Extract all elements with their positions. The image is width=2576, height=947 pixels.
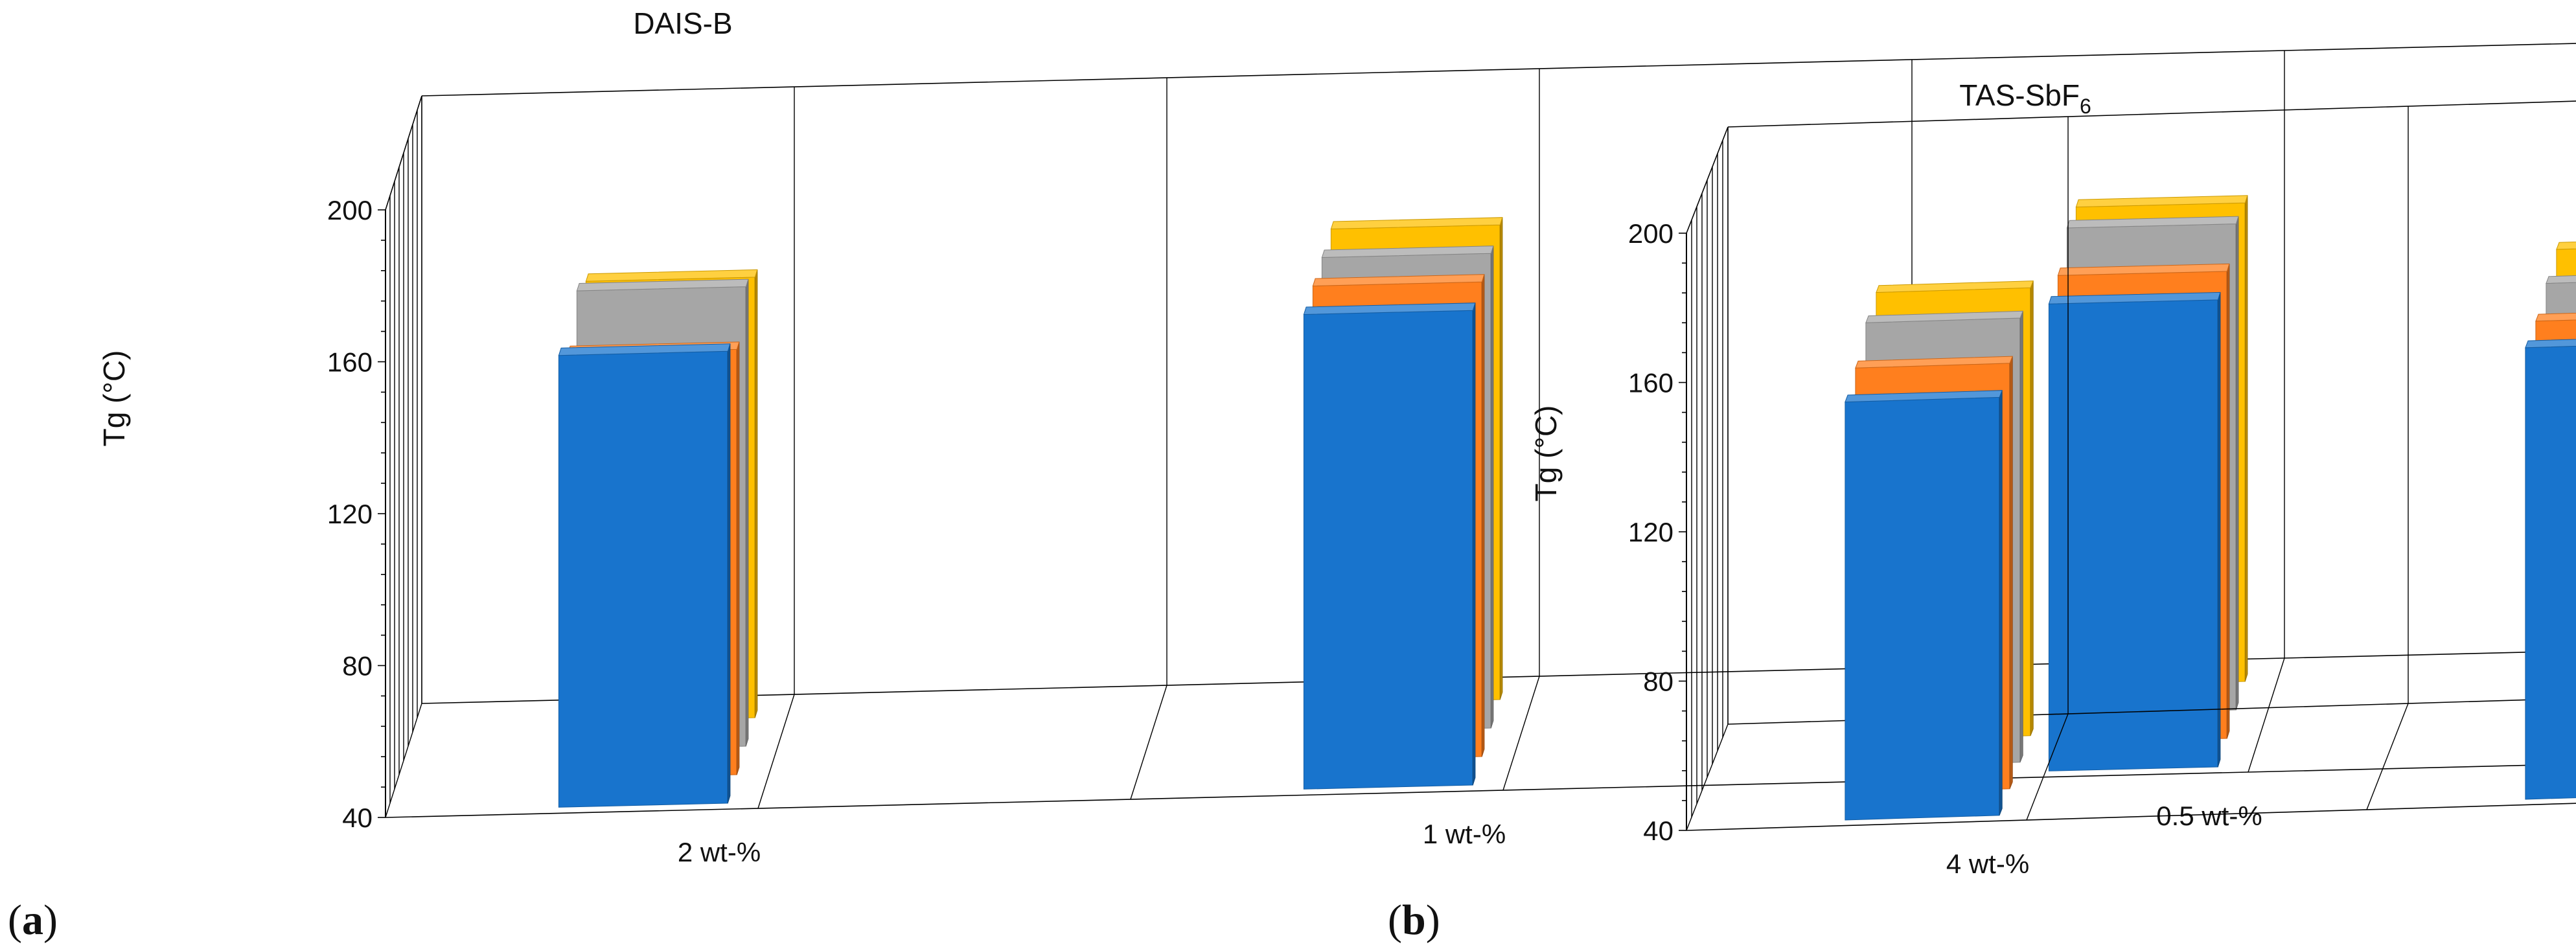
bar-side-face — [1499, 217, 1503, 700]
bar-front-face — [2525, 345, 2576, 800]
bar-top-face — [2057, 263, 2230, 276]
floor-gridline — [1130, 685, 1167, 800]
bar-top-face — [2075, 195, 2248, 208]
bar-top-face — [2048, 291, 2221, 304]
y-axis-label: Tg (°C) — [1529, 405, 1563, 502]
bar-front-face — [558, 350, 728, 808]
y-tick-label: 160 — [327, 347, 373, 378]
bar-top-face — [1845, 390, 2003, 403]
bar-top-face — [1330, 217, 1503, 230]
bar-top-face — [2546, 275, 2576, 284]
y-tick-label: 80 — [1643, 667, 1673, 697]
bar-top-face — [2066, 216, 2239, 229]
bar-side-face — [2030, 280, 2034, 736]
bar-group — [558, 195, 2248, 808]
floor-front-edge — [385, 763, 2576, 818]
bar-side-face — [2019, 311, 2023, 762]
wall-top-edge — [1686, 126, 1729, 234]
bar-side-face — [754, 269, 758, 718]
floor-gridline — [757, 694, 795, 809]
bar-side-face — [2235, 216, 2239, 711]
bar-side-face — [745, 279, 749, 747]
bar-group — [1845, 242, 2576, 821]
bar-top-face — [2556, 242, 2576, 250]
bar-side-face — [727, 343, 731, 804]
bar-100-kgy-run-1-0-5-wt — [2048, 291, 2221, 771]
y-tick-label: 160 — [1628, 368, 1673, 398]
bar-front-face — [2048, 299, 2218, 771]
bar-front-face — [1845, 396, 2000, 821]
bar-top-face — [1303, 302, 1476, 315]
panel-label: (b) — [1388, 896, 1440, 944]
bar-top-face — [2535, 312, 2576, 322]
bar-side-face — [2009, 356, 2013, 789]
wall-top-edge — [1727, 100, 2576, 128]
bar-side-face — [1999, 390, 2003, 816]
bar-front-face — [1303, 310, 1473, 790]
floor-gridline — [2248, 657, 2285, 773]
chart-title: DAIS-B — [633, 6, 732, 40]
bar-top-face — [1876, 280, 2034, 293]
panel-label: (a) — [8, 896, 58, 944]
wall-top-edge — [421, 43, 2576, 97]
floor-back-edge — [421, 650, 2576, 704]
bar-100-kgy-run-1-2-wt — [2525, 339, 2576, 800]
bar-top-face — [1855, 356, 2013, 369]
y-tick-label: 120 — [1628, 517, 1673, 547]
x-category-label: 2 wt-% — [678, 837, 761, 867]
bar-top-face — [2525, 339, 2576, 348]
bar-top-face — [1312, 274, 1485, 287]
bar-side-face — [2226, 264, 2230, 739]
y-tick-label: 200 — [327, 195, 373, 225]
bar-side-face — [1481, 274, 1485, 757]
bar-side-face — [1472, 302, 1476, 786]
chart-title: TAS-SbF6 — [1959, 78, 2091, 118]
bar-top-face — [585, 269, 758, 282]
floor-gridline — [385, 703, 422, 818]
bar-side-face — [1490, 245, 1494, 729]
bar-top-face — [1865, 310, 2023, 323]
floor-gridline — [2026, 713, 2069, 821]
floor-gridline — [1502, 676, 1540, 791]
y-tick-label: 80 — [342, 651, 373, 681]
y-axis-label: Tg (°C) — [97, 350, 131, 447]
bar-top-face — [1321, 245, 1494, 258]
y-tick-label: 120 — [327, 499, 373, 529]
y-tick-label: 200 — [1628, 218, 1673, 249]
x-category-label: 4 wt-% — [1946, 849, 2029, 879]
floor-front-edge — [1686, 803, 2576, 831]
bar-side-face — [736, 341, 740, 775]
x-category-label: 1 wt-% — [1423, 819, 1506, 849]
floor-gridline — [2366, 703, 2409, 810]
wall-top-edge — [385, 95, 422, 211]
bar-top-face — [558, 343, 731, 356]
y-tick-label: 40 — [1643, 816, 1673, 846]
bar-100-kgy-run-1-2-wt — [558, 343, 731, 808]
bar-side-face — [2217, 292, 2221, 768]
floor-gridline — [1686, 724, 1729, 831]
y-tick-label: 40 — [342, 803, 373, 833]
floor-back-edge — [1727, 698, 2576, 725]
bar-100-kgy-run-1-4-wt — [1845, 390, 2003, 821]
bar-side-face — [2244, 195, 2248, 682]
bar-100-kgy-run-1-1-wt — [1303, 302, 1476, 790]
bar-top-face — [576, 279, 749, 291]
